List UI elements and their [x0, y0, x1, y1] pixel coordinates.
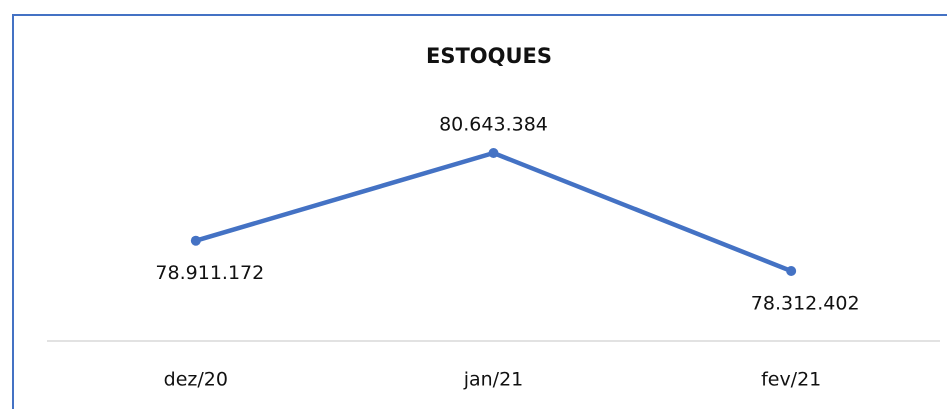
x-tick-label: jan/21 [463, 369, 524, 391]
point [488, 148, 499, 158]
data-label: 80.643.384 [439, 114, 548, 136]
data-label: 78.911.172 [155, 262, 264, 284]
data-label: 78.312.402 [751, 293, 860, 315]
x-tick-label: fev/21 [761, 369, 821, 391]
chart-title: ESTOQUES [426, 44, 552, 68]
point [190, 235, 201, 246]
x-tick-label: dez/20 [164, 369, 228, 391]
point [786, 266, 797, 276]
